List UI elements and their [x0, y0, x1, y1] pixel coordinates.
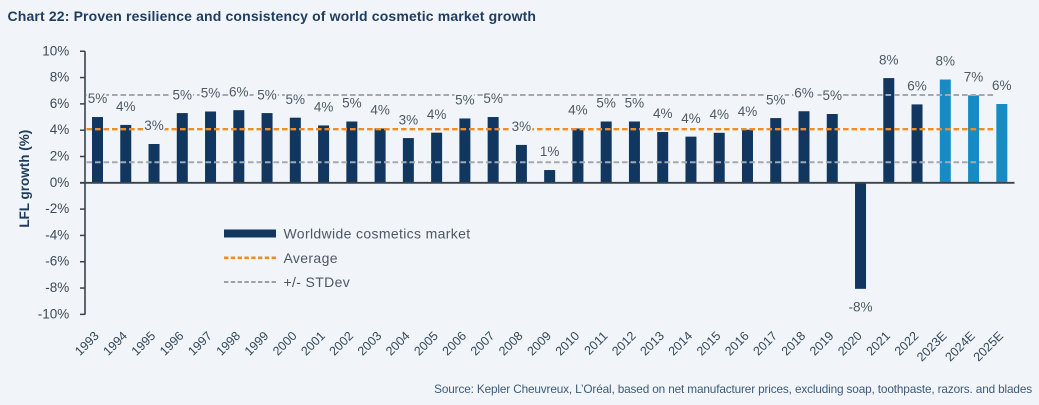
- svg-text:8%: 8%: [936, 54, 956, 69]
- svg-text:5%: 5%: [257, 87, 277, 102]
- svg-text:4%: 4%: [116, 99, 136, 114]
- svg-text:6%: 6%: [229, 84, 249, 99]
- svg-text:5%: 5%: [483, 91, 503, 106]
- svg-text:5%: 5%: [286, 92, 306, 107]
- svg-text:4%: 4%: [50, 122, 70, 137]
- svg-text:4%: 4%: [738, 104, 758, 119]
- svg-text:3%: 3%: [144, 118, 164, 133]
- svg-text:5%: 5%: [823, 88, 843, 103]
- svg-text:5%: 5%: [173, 87, 193, 102]
- svg-text:4%: 4%: [709, 107, 729, 122]
- svg-text:8%: 8%: [50, 70, 70, 85]
- svg-text:-8%: -8%: [45, 280, 69, 295]
- svg-text:-8%: -8%: [849, 300, 873, 315]
- svg-text:4%: 4%: [427, 107, 447, 122]
- svg-text:Worldwide cosmetics market: Worldwide cosmetics market: [284, 226, 471, 242]
- svg-text:5%: 5%: [88, 91, 108, 106]
- svg-text:4%: 4%: [681, 111, 701, 126]
- svg-text:Average: Average: [284, 250, 338, 266]
- svg-text:0%: 0%: [50, 175, 70, 190]
- svg-text:6%: 6%: [50, 96, 70, 111]
- svg-text:6%: 6%: [907, 79, 927, 94]
- svg-text:6%: 6%: [794, 85, 814, 100]
- svg-text:4%: 4%: [568, 103, 588, 118]
- svg-text:1%: 1%: [540, 144, 560, 159]
- svg-text:+/- STDev: +/- STDev: [284, 274, 351, 290]
- svg-text:4%: 4%: [653, 106, 673, 121]
- svg-text:5%: 5%: [201, 86, 221, 101]
- svg-text:-10%: -10%: [38, 306, 70, 321]
- svg-text:Chart 22: Proven resilience an: Chart 22: Proven resilience and consiste…: [8, 8, 537, 24]
- svg-text:5%: 5%: [766, 92, 786, 107]
- svg-text:5%: 5%: [625, 96, 645, 111]
- svg-text:6%: 6%: [992, 78, 1012, 93]
- svg-text:7%: 7%: [964, 70, 984, 85]
- svg-text:8%: 8%: [879, 52, 899, 67]
- svg-text:4%: 4%: [370, 103, 390, 118]
- svg-text:5%: 5%: [455, 93, 475, 108]
- svg-text:-2%: -2%: [45, 201, 69, 216]
- svg-text:5%: 5%: [342, 96, 362, 111]
- svg-text:Source: Kepler Cheuvreux, L’Or: Source: Kepler Cheuvreux, L’Oréal, based…: [434, 382, 1032, 396]
- svg-text:2%: 2%: [50, 148, 70, 163]
- svg-text:10%: 10%: [42, 43, 69, 58]
- svg-text:-4%: -4%: [45, 227, 69, 242]
- svg-text:4%: 4%: [314, 100, 334, 115]
- svg-text:-6%: -6%: [45, 254, 69, 269]
- svg-text:5%: 5%: [596, 96, 616, 111]
- svg-text:LFL growth (%): LFL growth (%): [17, 130, 32, 228]
- svg-text:3%: 3%: [512, 119, 532, 134]
- svg-text:3%: 3%: [399, 112, 419, 127]
